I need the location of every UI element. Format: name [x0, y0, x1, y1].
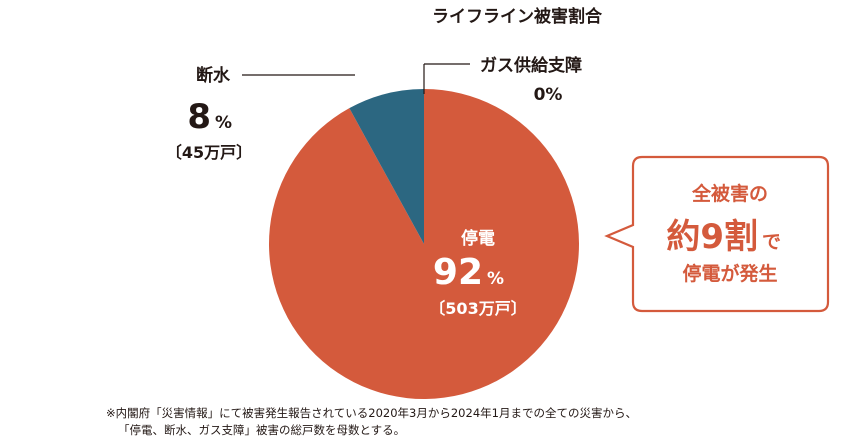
water-label: 断水	[196, 65, 231, 86]
callout-bubble	[604, 155, 830, 313]
callout-line2-main: 約9割	[666, 217, 758, 257]
pie-slice-outage	[269, 89, 579, 400]
outage-pct-sign: %	[487, 269, 504, 289]
callout-line1: 全被害の	[691, 182, 768, 205]
gas-pct-label: 0%	[534, 85, 563, 105]
pie-slice-water	[349, 89, 424, 244]
outage-detail: 〔503万戸〕	[429, 299, 526, 318]
pie-slices	[269, 89, 579, 400]
footnote-line2: 「停電、断水、ガス支障」被害の総戸数を母数とする。	[118, 423, 406, 437]
water-pct-sign: %	[215, 113, 232, 133]
callout-line2-suffix: で	[762, 231, 781, 253]
water-pct-number: 8	[187, 97, 211, 137]
outage-pct-number: 92	[433, 252, 483, 293]
gas-label: ガス供給支障	[480, 55, 582, 76]
water-detail: 〔45万戸〕	[166, 143, 252, 162]
callout-line3: 停電が発生	[682, 262, 777, 285]
outage-label: 停電	[461, 228, 495, 249]
chart-title: ライフライン被害割合	[432, 6, 603, 27]
footnote-line1: ※内閣府「災害情報」にて被害発生報告されている2020年3月から2024年1月ま…	[106, 406, 637, 420]
